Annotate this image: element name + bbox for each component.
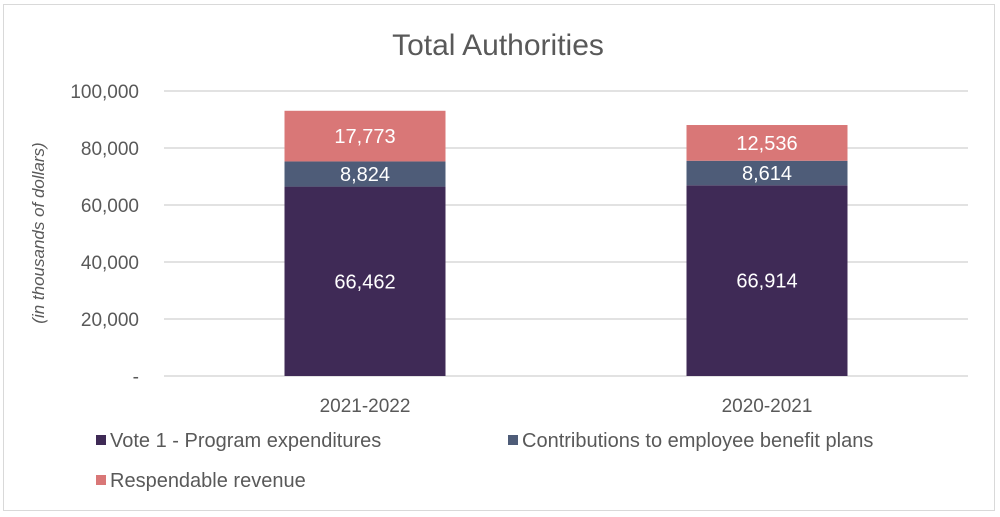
legend-swatch <box>96 475 106 485</box>
data-labels: 66,462 8,824 17,773 66,914 8,614 12,536 <box>334 126 797 293</box>
bar-segment <box>284 110 446 162</box>
data-label: 12,536 <box>736 133 797 155</box>
y-tick-label: 80,000 <box>81 139 139 160</box>
x-axis-ticks: 2021-2022 2020-2021 <box>320 396 813 417</box>
data-label: 8,614 <box>742 163 792 185</box>
y-tick-label: - <box>133 367 139 388</box>
bar-segment <box>284 186 446 376</box>
y-tick-label: 60,000 <box>81 196 139 217</box>
legend-label: Respendable revenue <box>110 470 306 492</box>
x-tick-label: 2021-2022 <box>320 396 411 417</box>
bar-segment <box>686 185 848 376</box>
data-label: 66,462 <box>334 271 395 293</box>
y-tick-label: 40,000 <box>81 253 139 274</box>
chart-title: Total Authorities <box>392 29 604 62</box>
legend-label: Contributions to employee benefit plans <box>522 430 873 452</box>
y-axis-label: (in thousands of dollars) <box>29 142 48 323</box>
data-label: 66,914 <box>736 271 797 293</box>
y-tick-label: 20,000 <box>81 310 139 331</box>
bar-segment <box>284 161 446 187</box>
bar-segment <box>686 125 848 161</box>
data-label: 8,824 <box>340 164 390 186</box>
legend-swatch <box>96 435 106 445</box>
data-label: 17,773 <box>334 126 395 148</box>
bar-segment <box>686 160 848 186</box>
y-axis-ticks: - 20,000 40,000 60,000 80,000 100,000 <box>70 82 139 388</box>
legend-label: Vote 1 - Program expenditures <box>110 430 381 452</box>
legend-swatch <box>508 435 518 445</box>
bars <box>284 110 848 376</box>
legend: Vote 1 - Program expenditures Contributio… <box>96 430 873 492</box>
x-tick-label: 2020-2021 <box>722 396 813 417</box>
y-tick-label: 100,000 <box>70 82 139 103</box>
